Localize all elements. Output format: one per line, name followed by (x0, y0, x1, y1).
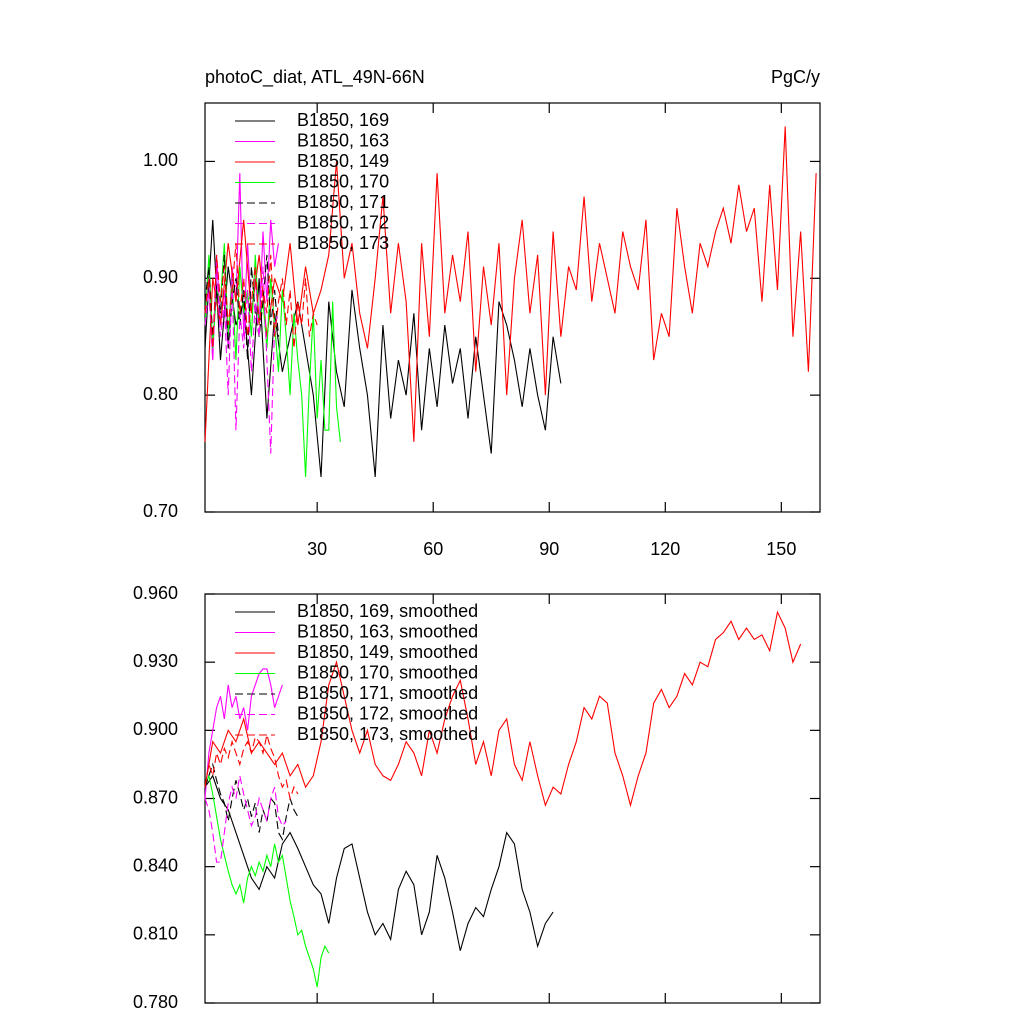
y-tick-label: 0.900 (133, 719, 178, 739)
legend-label: B1850, 172 (297, 212, 389, 232)
legend-label: B1850, 149 (297, 151, 389, 171)
data-line (204, 243, 318, 349)
y-tick-label: 0.80 (143, 384, 178, 404)
units-title: PgC/y (771, 67, 820, 87)
y-tick-label: 0.840 (133, 855, 178, 875)
data-line (204, 610, 802, 808)
y-tick-label: 0.930 (133, 651, 178, 671)
legend-label: B1850, 171, smoothed (297, 683, 478, 703)
data-line (204, 668, 283, 799)
data-line (204, 266, 280, 454)
y-tick-label: 0.70 (143, 501, 178, 521)
legend-label: B1850, 173 (297, 233, 389, 253)
y-tick-label: 1.00 (143, 150, 178, 170)
legend-label: B1850, 170 (297, 171, 389, 191)
data-line (204, 126, 817, 442)
legend-label: B1850, 170, smoothed (297, 662, 478, 682)
legend-label: B1850, 149, smoothed (297, 642, 478, 662)
y-tick-label: 0.960 (133, 583, 178, 603)
legend-label: B1850, 171 (297, 192, 389, 212)
y-tick-label: 0.870 (133, 787, 178, 807)
legend-label: B1850, 163, smoothed (297, 621, 478, 641)
legend-label: B1850, 169 (297, 110, 389, 130)
y-tick-label: 0.90 (143, 267, 178, 287)
x-tick-label: 90 (539, 539, 559, 559)
y-tick-label: 0.780 (133, 992, 178, 1012)
data-line (204, 762, 299, 842)
legend-label: B1850, 163 (297, 130, 389, 150)
plot-frame (204, 102, 821, 513)
legend-label: B1850, 172, smoothed (297, 703, 478, 723)
x-tick-label: 150 (766, 539, 796, 559)
data-line (204, 775, 287, 863)
legend-label: B1850, 169, smoothed (297, 601, 478, 621)
data-line (204, 774, 554, 951)
data-line (204, 254, 280, 361)
chart-title: photoC_diat, ATL_49N-66N (205, 67, 425, 88)
data-line (204, 219, 562, 477)
x-tick-label: 120 (650, 539, 680, 559)
data-line (204, 773, 330, 988)
legend-label: B1850, 173, smoothed (297, 724, 478, 744)
y-tick-label: 0.810 (133, 924, 178, 944)
data-line (204, 734, 299, 801)
x-tick-label: 60 (423, 539, 443, 559)
x-tick-label: 30 (307, 539, 327, 559)
